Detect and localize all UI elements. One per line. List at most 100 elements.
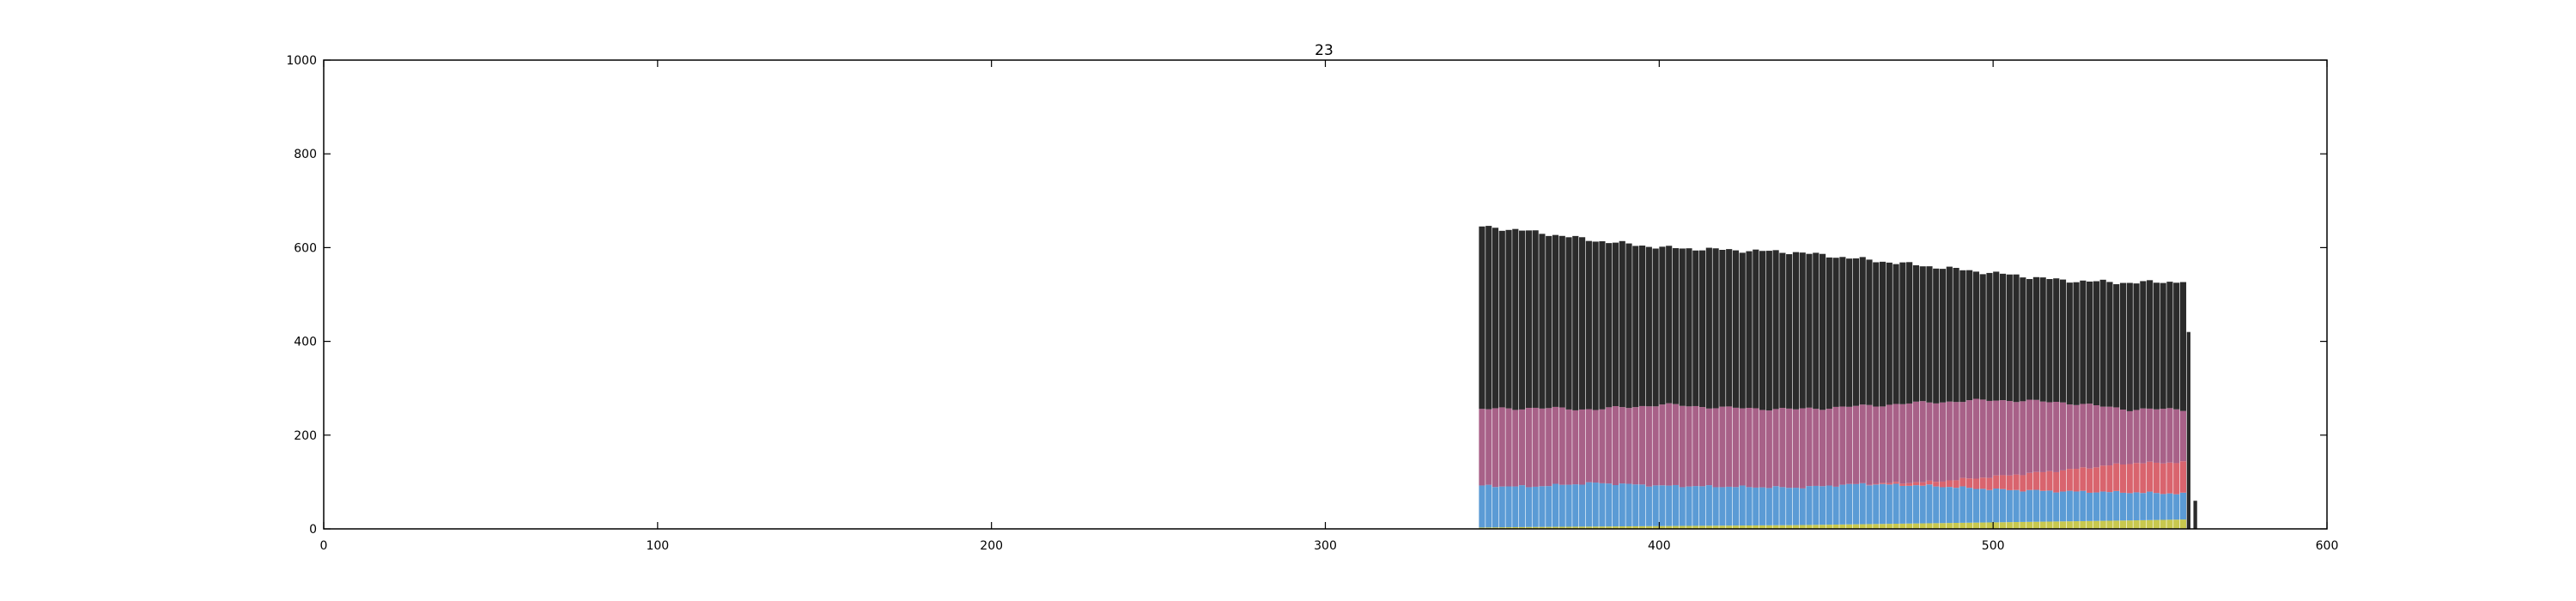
bar-segment-layer1 <box>1852 524 1860 529</box>
bar-segment-layer3 <box>1946 480 1953 488</box>
bar-segment-layer1 <box>2093 520 2099 529</box>
bar-segment-layer1 <box>1539 526 1546 529</box>
bar-segment-layer2 <box>1873 484 1880 525</box>
bar-segment-layer2 <box>1719 487 1726 526</box>
bar-segment-layer2 <box>1779 487 1786 525</box>
bar-segment-layer1 <box>1599 526 1606 529</box>
x-tick-label: 500 <box>1982 539 2005 553</box>
bar-segment-layer4 <box>1599 409 1606 483</box>
bar-segment-layer5 <box>1692 250 1699 406</box>
y-tick-label: 400 <box>294 336 317 349</box>
bar-segment-layer3 <box>1893 482 1899 484</box>
bar-segment-layer4 <box>1585 409 1592 483</box>
bar-segment-layer2 <box>1912 485 1920 524</box>
bar-segment-layer3 <box>2173 463 2180 495</box>
bar-segment-layer2 <box>1792 488 1800 525</box>
bar-segment-layer4 <box>2160 409 2166 464</box>
bar-segment-layer2 <box>1765 488 1772 525</box>
bar-segment-layer1 <box>1612 526 1619 529</box>
bar-segment-layer2 <box>1906 485 1913 524</box>
bar-segment-layer2 <box>1939 487 1947 524</box>
bar-segment-layer5 <box>1919 266 1926 402</box>
bar-segment-layer5 <box>1959 270 1966 403</box>
bar-segment-layer1 <box>1692 525 1699 529</box>
bar-segment-layer5 <box>2106 282 2113 407</box>
bar-segment-layer5 <box>1753 249 1759 409</box>
bar-segment-layer1 <box>1585 526 1592 529</box>
bar-segment-layer2 <box>2179 492 2187 520</box>
bar-segment-layer5 <box>1645 246 1652 407</box>
bar-segment-layer1 <box>1558 526 1565 529</box>
bar-segment-layer2 <box>1519 485 1526 527</box>
bar-segment-layer5 <box>1759 251 1766 410</box>
bar-segment-layer5 <box>1686 248 1692 407</box>
bar-segment-layer3 <box>1993 475 2000 489</box>
bar-segment-layer2 <box>1479 485 1485 528</box>
bar-segment-layer4 <box>1592 410 1599 483</box>
bar-segment-layer3 <box>1939 481 1947 488</box>
bar-segment-layer5 <box>1799 252 1806 409</box>
bar-segment-layer5 <box>2186 331 2190 529</box>
bar-segment-layer3 <box>2153 462 2160 494</box>
bar-segment-layer1 <box>1979 522 1986 529</box>
bar-segment-layer5 <box>1579 237 1586 410</box>
bar-segment-layer3 <box>2119 464 2127 493</box>
bar-segment-layer5 <box>1953 268 1959 403</box>
bar-segment-layer2 <box>1732 487 1740 526</box>
bar-segment-layer5 <box>1632 246 1639 408</box>
bar-segment-layer2 <box>2080 490 2087 521</box>
bar-segment-layer1 <box>1772 525 1779 529</box>
bar-segment-layer5 <box>1826 257 1832 410</box>
bar-segment-layer2 <box>2006 489 2013 523</box>
bar-segment-layer1 <box>1832 524 1839 529</box>
bar-segment-layer1 <box>2147 519 2154 529</box>
bar-segment-layer1 <box>1826 525 1832 529</box>
bar-segment-layer5 <box>1765 251 1772 411</box>
bar-segment-layer5 <box>1606 243 1613 408</box>
bar-segment-layer4 <box>1919 401 1926 483</box>
bar-segment-layer4 <box>1866 404 1873 485</box>
bar-segment-layer1 <box>2066 521 2073 529</box>
bar-segment-layer5 <box>1679 248 1686 406</box>
bar-segment-layer4 <box>2099 406 2106 466</box>
bar-segment-layer1 <box>1732 525 1740 529</box>
bar-segment-layer3 <box>1873 483 1880 485</box>
bar-segment-layer4 <box>1698 407 1706 487</box>
bar-segment-layer4 <box>1953 402 1959 481</box>
bar-segment-layer4 <box>2087 404 2093 469</box>
bar-segment-layer2 <box>2153 493 2160 520</box>
bar-segment-layer1 <box>1926 523 1933 529</box>
bar-segment-layer4 <box>2106 406 2113 466</box>
bar-segment-layer4 <box>1565 409 1572 485</box>
bar-segment-layer2 <box>1746 487 1753 526</box>
bar-segment-layer5 <box>1979 274 1986 400</box>
bar-segment-layer4 <box>2153 409 2160 463</box>
bar-segment-layer5 <box>2013 274 2020 403</box>
bar-segment-layer3 <box>1966 478 1973 489</box>
bar-segment-layer1 <box>1652 525 1659 529</box>
y-tick-label: 200 <box>294 429 317 443</box>
bar-stacks <box>1479 226 2197 529</box>
bar-segment-layer4 <box>1558 407 1565 485</box>
bar-segment-layer1 <box>1552 526 1559 529</box>
bar-segment-layer1 <box>1565 526 1572 529</box>
bar-segment-layer5 <box>1505 229 1512 409</box>
bar-segment-layer4 <box>2166 408 2173 463</box>
bar-segment-layer2 <box>1966 488 1973 523</box>
bar-segment-layer5 <box>1512 228 1519 410</box>
bar-segment-layer2 <box>2053 492 2060 522</box>
bar-segment-layer1 <box>1906 523 1913 529</box>
bar-segment-layer4 <box>1786 408 1793 489</box>
bar-segment-layer2 <box>1485 484 1492 528</box>
bar-segment-layer5 <box>1792 252 1800 410</box>
bar-segment-layer4 <box>1765 410 1772 489</box>
bar-segment-layer1 <box>1879 524 1886 529</box>
bar-segment-layer4 <box>2032 399 2039 472</box>
bar-segment-layer4 <box>1639 405 1646 485</box>
bar-segment-layer4 <box>2059 402 2067 470</box>
bar-segment-layer5 <box>1732 250 1740 408</box>
bar-segment-layer1 <box>1933 523 1940 529</box>
bar-segment-layer4 <box>1479 409 1485 486</box>
bar-segment-layer5 <box>1852 258 1860 406</box>
